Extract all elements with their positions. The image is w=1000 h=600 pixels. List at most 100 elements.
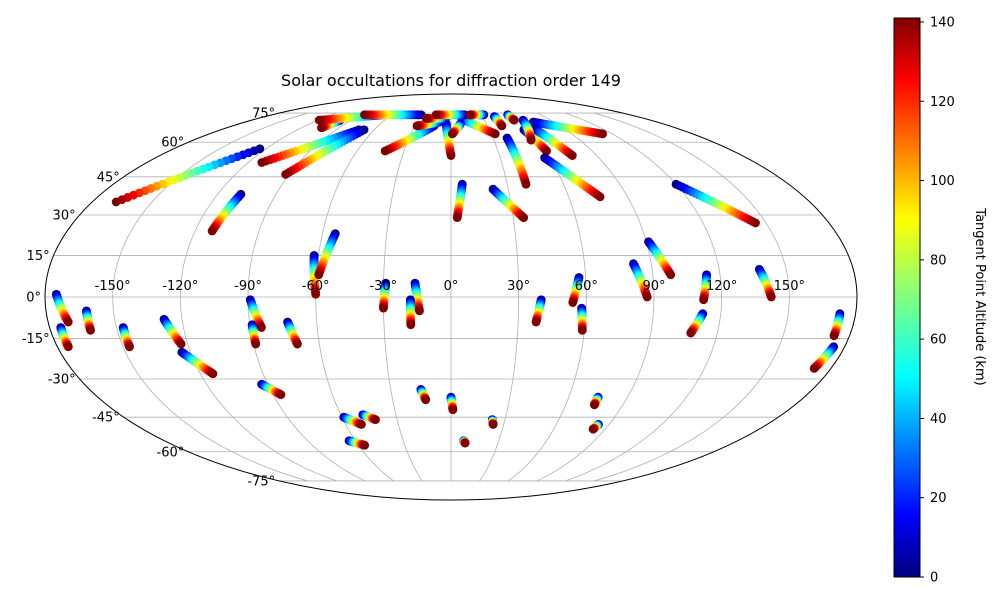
track-point bbox=[699, 295, 708, 305]
colorbar-tick-label: 100 bbox=[930, 174, 955, 189]
track-point bbox=[281, 169, 291, 179]
latitude-tick-label: -75° bbox=[247, 474, 275, 489]
track-point bbox=[588, 424, 598, 434]
track-point bbox=[509, 115, 519, 125]
longitude-tick-label: -90° bbox=[234, 279, 262, 294]
occultation-track bbox=[358, 410, 380, 425]
occultation-track bbox=[245, 295, 266, 332]
occultation-track bbox=[446, 392, 458, 415]
track-point bbox=[642, 292, 652, 302]
occultation-track bbox=[51, 289, 73, 327]
track-point bbox=[666, 270, 676, 280]
occultation-track bbox=[118, 323, 134, 352]
track-point bbox=[406, 320, 416, 330]
map-area: -150° -120° -90° -60° -30° 0° 30° 60° 90° 120° 150… bbox=[22, 93, 858, 501]
track-point bbox=[452, 213, 462, 223]
latitude-tick-label: 45° bbox=[97, 170, 120, 185]
longitude-tick-label: -150° bbox=[95, 279, 131, 294]
track-point bbox=[448, 405, 458, 415]
occultation-track bbox=[488, 184, 529, 223]
track-point bbox=[519, 213, 529, 223]
longitude-gridline bbox=[565, 112, 723, 482]
occultation-track bbox=[281, 125, 369, 179]
occultation-track bbox=[207, 189, 246, 236]
occultation-track bbox=[686, 309, 708, 338]
track-point bbox=[598, 129, 608, 139]
track-point bbox=[314, 115, 324, 125]
track-point bbox=[447, 129, 457, 139]
latitude-tick-label: -45° bbox=[92, 411, 120, 426]
track-point bbox=[497, 121, 507, 131]
track-point bbox=[577, 325, 587, 335]
occultation-track bbox=[671, 179, 760, 228]
track-point bbox=[293, 339, 302, 349]
track-point bbox=[360, 110, 369, 120]
track-point bbox=[431, 110, 441, 120]
chart-title: Solar occultations for diffraction order… bbox=[281, 71, 621, 90]
occultation-track bbox=[528, 117, 608, 139]
occultation-track bbox=[629, 259, 652, 302]
longitude-tick-label: -60° bbox=[302, 279, 330, 294]
track-point bbox=[357, 420, 366, 429]
occultation-track bbox=[528, 123, 577, 160]
track-point bbox=[207, 226, 217, 236]
latitude-tick-labels: -75° -60° -45° -30° -15° 0° 15° 30° 45° 60° 75° bbox=[22, 107, 275, 490]
longitude-tick-label: 60° bbox=[575, 279, 598, 294]
occultation-track bbox=[699, 270, 711, 305]
occultation-track bbox=[518, 115, 536, 145]
track-point bbox=[311, 289, 321, 299]
track-point bbox=[125, 342, 134, 352]
longitude-tick-label: -120° bbox=[162, 279, 198, 294]
track-point bbox=[568, 298, 578, 307]
colorbar-tick-label: 140 bbox=[930, 15, 955, 30]
occultation-track bbox=[447, 119, 465, 139]
occultation-track bbox=[380, 121, 439, 156]
longitude-tick-label: 150° bbox=[774, 279, 805, 294]
occultation-track bbox=[502, 133, 531, 189]
longitude-tick-label: 0° bbox=[444, 279, 459, 294]
longitude-tick-label: 30° bbox=[507, 279, 530, 294]
latitude-tick-label: 75° bbox=[252, 107, 275, 122]
occultation-track bbox=[257, 379, 286, 400]
colorbar-gradient bbox=[893, 17, 921, 578]
track-point bbox=[412, 121, 422, 131]
track-point bbox=[521, 179, 531, 189]
colorbar-tick-label: 40 bbox=[930, 412, 947, 427]
track-point bbox=[111, 197, 121, 207]
track-point bbox=[63, 317, 73, 327]
colorbar-ticks: 0 20 40 60 80 100 120 140 bbox=[920, 15, 955, 586]
occultation-track bbox=[314, 229, 340, 280]
occultation-track bbox=[410, 278, 424, 316]
track-point bbox=[176, 339, 186, 349]
colorbar-tick-label: 120 bbox=[930, 95, 955, 110]
latitude-tick-label: -60° bbox=[157, 445, 185, 460]
track-point bbox=[751, 218, 760, 228]
colorbar-tick-label: 0 bbox=[930, 571, 938, 586]
track-point bbox=[276, 390, 286, 400]
latitude-tick-label: 0° bbox=[26, 291, 41, 306]
longitude-gridline bbox=[594, 112, 790, 482]
track-point bbox=[257, 158, 267, 167]
colorbar-label: Tangent Point Altitude (km) bbox=[972, 207, 987, 385]
latitude-tick-label: 30° bbox=[53, 208, 76, 223]
map-boundary bbox=[44, 93, 858, 501]
track-point bbox=[460, 438, 470, 448]
colorbar: 0 20 40 60 80 100 120 140 Tangent Point Altitud… bbox=[893, 15, 987, 586]
occultation-track bbox=[360, 110, 426, 120]
longitude-gridline bbox=[179, 112, 337, 482]
occultation-track bbox=[416, 385, 431, 405]
colorbar-tick-label: 60 bbox=[930, 333, 947, 348]
latitude-tick-label: 15° bbox=[27, 249, 50, 264]
occultation-track bbox=[531, 295, 546, 327]
occultation-track bbox=[459, 436, 470, 448]
track-point bbox=[86, 325, 95, 335]
colorbar-tick-label: 80 bbox=[930, 253, 947, 268]
track-point bbox=[488, 420, 498, 429]
track-point bbox=[208, 369, 218, 379]
latitude-tick-label: -30° bbox=[48, 373, 76, 388]
occultation-track bbox=[247, 320, 261, 349]
occultation-track bbox=[159, 314, 186, 349]
occultation-track bbox=[465, 110, 489, 120]
longitude-tick-labels: -150° -120° -90° -60° -30° 0° 30° 60° 90° 120° 150… bbox=[95, 279, 805, 294]
track-point bbox=[589, 400, 599, 410]
